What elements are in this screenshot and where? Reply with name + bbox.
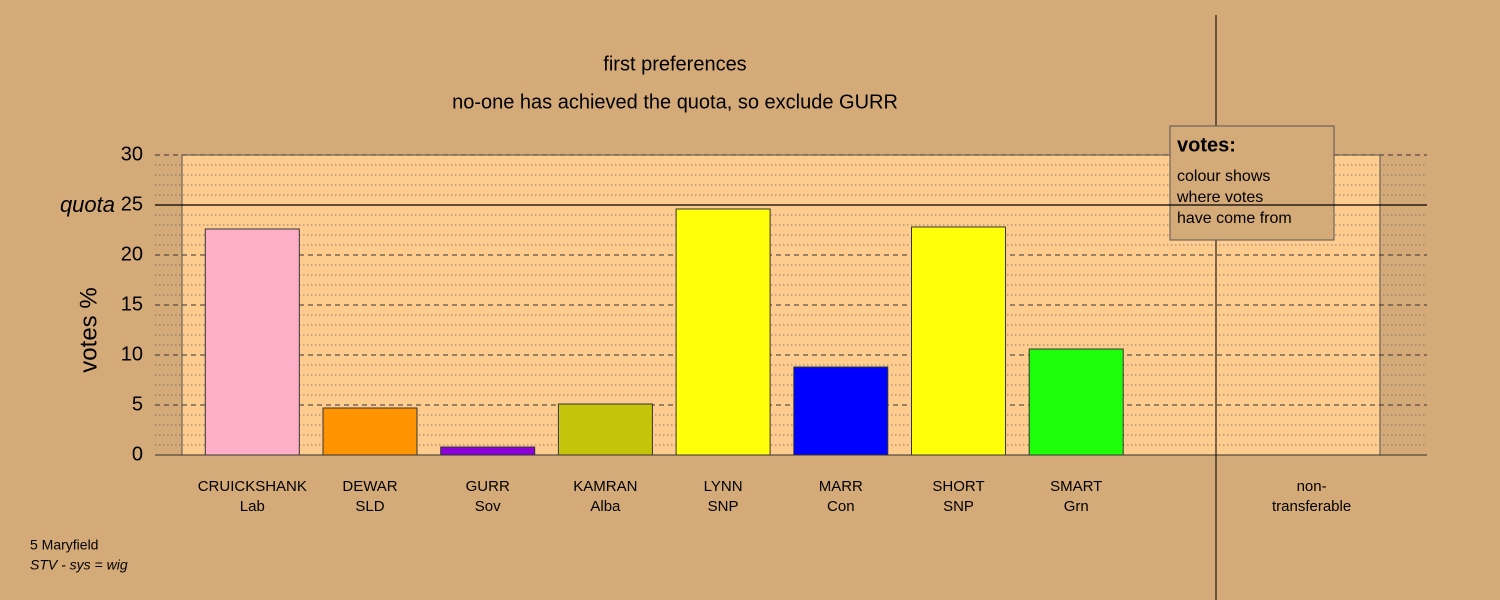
x-tick-label: SHORT — [932, 478, 984, 495]
x-tick-label: MARR — [819, 478, 863, 495]
legend-box — [1169, 125, 1335, 241]
y-tick-label: 0 — [132, 443, 143, 465]
x-tick-label: KAMRAN — [573, 478, 637, 495]
x-tick-sublabel: SNP — [708, 498, 739, 515]
bar — [440, 446, 536, 456]
x-tick-sublabel: Sov — [475, 498, 501, 515]
chart-title: first preferences — [603, 53, 746, 75]
bar — [1028, 348, 1124, 456]
x-tick-label: GURR — [466, 478, 510, 495]
y-tick-label: 30 — [121, 143, 143, 165]
legend-title: votes: — [1177, 134, 1236, 156]
bar — [322, 407, 418, 456]
y-tick-label: 5 — [132, 393, 143, 415]
bar — [675, 208, 771, 456]
x-tick-sublabel: SLD — [355, 498, 384, 515]
x-tick-sublabel: SNP — [943, 498, 974, 515]
x-tick-label: DEWAR — [342, 478, 397, 495]
quota-label: quota — [60, 192, 115, 217]
x-tick-sublabel: Alba — [590, 498, 621, 515]
legend-text: colour shows — [1177, 168, 1270, 185]
y-tick-label: 15 — [121, 293, 143, 315]
y-axis-label: votes % — [75, 287, 102, 372]
bar — [911, 226, 1006, 456]
footer-text: STV - sys = wig — [30, 557, 128, 573]
bar — [793, 366, 889, 456]
bar — [204, 228, 300, 456]
x-tick-sublabel: transferable — [1272, 498, 1351, 515]
legend: votes: colour shows where votes have com… — [1169, 125, 1335, 241]
legend-text: have come from — [1177, 210, 1292, 227]
y-tick-label: 10 — [121, 343, 143, 365]
x-tick-sublabel: Con — [827, 498, 855, 515]
y-tick-label: 20 — [121, 243, 143, 265]
bar — [557, 403, 653, 456]
chart-subtitle: no-one has achieved the quota, so exclud… — [452, 91, 898, 113]
x-tick-label: non- — [1297, 478, 1327, 495]
y-tick-label: 25 — [121, 193, 143, 215]
footer-text: 5 Maryfield — [30, 537, 98, 553]
x-tick-label: CRUICKSHANK — [198, 478, 307, 495]
x-tick-sublabel: Lab — [240, 498, 265, 515]
x-tick-sublabel: Grn — [1064, 498, 1089, 515]
x-tick-label: LYNN — [704, 478, 743, 495]
legend-text: where votes — [1176, 189, 1263, 206]
x-tick-label: SMART — [1050, 478, 1102, 495]
